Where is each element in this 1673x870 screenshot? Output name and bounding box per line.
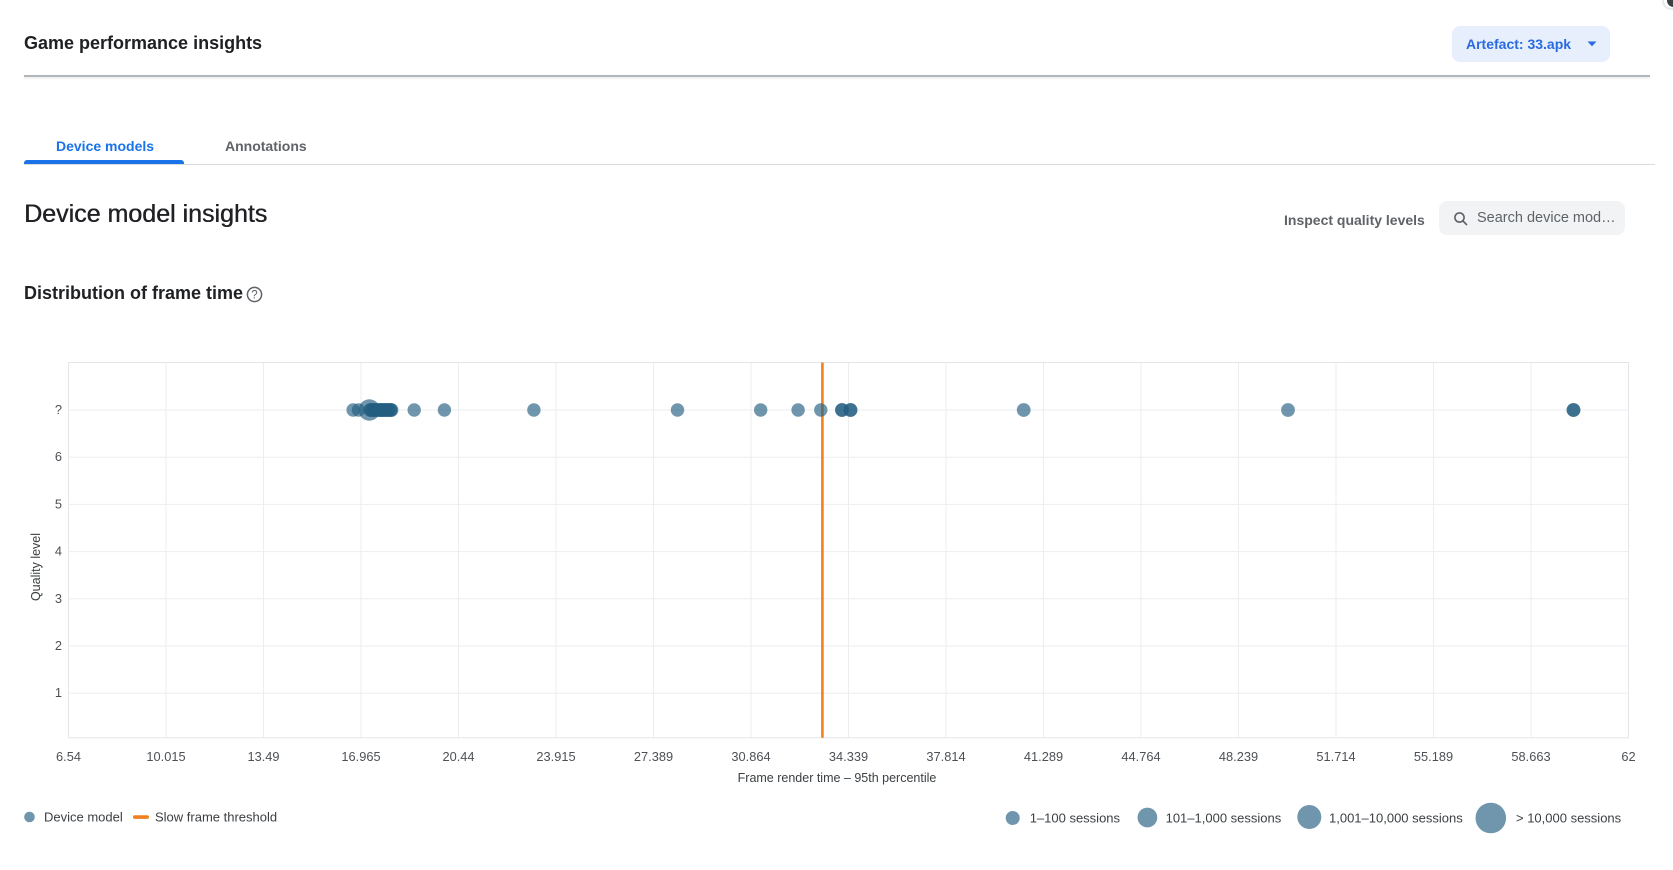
svg-text:48.239: 48.239 bbox=[1219, 749, 1258, 764]
svg-text:10.015: 10.015 bbox=[146, 749, 185, 764]
svg-text:41.289: 41.289 bbox=[1024, 749, 1063, 764]
svg-text:Quality level: Quality level bbox=[29, 533, 43, 601]
svg-text:4: 4 bbox=[55, 544, 62, 559]
svg-text:3: 3 bbox=[55, 591, 62, 606]
svg-text:34.339: 34.339 bbox=[829, 749, 868, 764]
svg-text:5: 5 bbox=[55, 496, 62, 511]
svg-text:Frame render time – 95th perce: Frame render time – 95th percentile bbox=[738, 771, 937, 785]
svg-text:55.189: 55.189 bbox=[1414, 749, 1453, 764]
svg-text:?: ? bbox=[55, 402, 62, 417]
svg-text:13.49: 13.49 bbox=[247, 749, 279, 764]
svg-text:1: 1 bbox=[55, 685, 62, 700]
svg-text:?: ? bbox=[251, 289, 257, 301]
svg-text:51.714: 51.714 bbox=[1316, 749, 1355, 764]
svg-text:1,001–10,000 sessions: 1,001–10,000 sessions bbox=[1329, 811, 1463, 826]
svg-text:62: 62 bbox=[1621, 749, 1635, 764]
svg-text:> 10,000 sessions: > 10,000 sessions bbox=[1516, 811, 1622, 826]
svg-text:1–100 sessions: 1–100 sessions bbox=[1030, 811, 1121, 826]
svg-text:6: 6 bbox=[55, 449, 62, 464]
svg-text:2: 2 bbox=[55, 638, 62, 653]
svg-text:23.915: 23.915 bbox=[536, 749, 575, 764]
svg-text:30.864: 30.864 bbox=[731, 749, 770, 764]
svg-text:6.54: 6.54 bbox=[56, 749, 81, 764]
svg-text:58.663: 58.663 bbox=[1511, 749, 1550, 764]
svg-text:37.814: 37.814 bbox=[926, 749, 965, 764]
svg-text:101–1,000 sessions: 101–1,000 sessions bbox=[1166, 811, 1282, 826]
svg-text:44.764: 44.764 bbox=[1121, 749, 1160, 764]
svg-text:Slow frame threshold: Slow frame threshold bbox=[155, 810, 277, 825]
svg-text:20.44: 20.44 bbox=[442, 749, 474, 764]
svg-text:27.389: 27.389 bbox=[634, 749, 673, 764]
svg-text:16.965: 16.965 bbox=[341, 749, 380, 764]
svg-text:Device model: Device model bbox=[44, 810, 123, 825]
